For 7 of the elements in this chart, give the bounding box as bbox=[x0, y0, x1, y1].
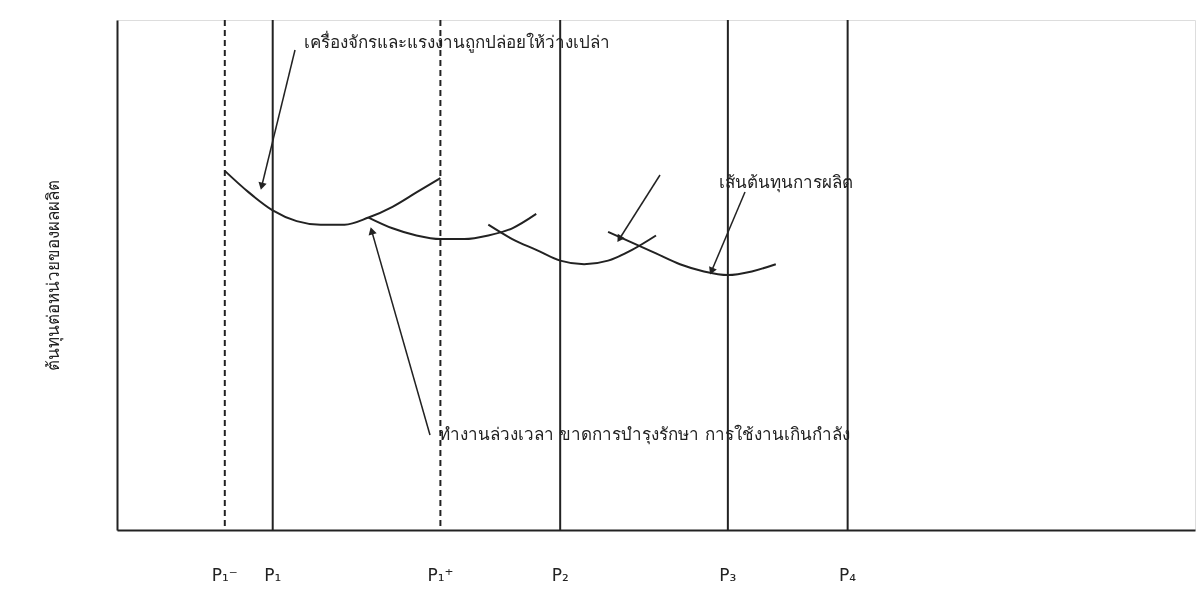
x-tick-label: P₄ bbox=[839, 565, 857, 585]
x-tick-label: P₂ bbox=[551, 565, 569, 585]
y-axis-title: ต้นทุนต่อหน่วยของผลผลิต bbox=[42, 180, 64, 371]
x-tick-label: P₁ bbox=[264, 565, 282, 585]
x-tick-label: P₁⁺ bbox=[427, 565, 454, 585]
x-tick-label: P₃ bbox=[719, 565, 737, 585]
x-tick-label: P₁⁻ bbox=[211, 565, 238, 585]
